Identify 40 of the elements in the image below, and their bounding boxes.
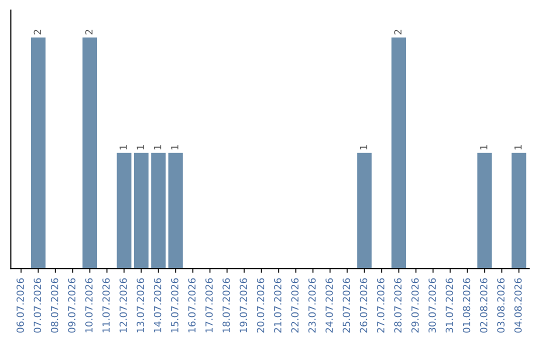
data-label: 2 [85,30,92,34]
x-tick-label: 18.07.2026 [222,278,230,332]
x-tick-label: 30.07.2026 [428,278,436,333]
x-tick-label: 19.07.2026 [240,278,248,332]
data-label: 1 [120,145,127,150]
x-tick-label: 26.07.2026 [360,278,368,333]
data-label: 1 [514,145,522,150]
x-tick-label: 22.07.2026 [291,278,299,333]
data-label: 2 [394,30,402,34]
x-tick-label: 03.08.2026 [497,278,505,333]
data-label: 1 [154,145,162,150]
x-tick-label: 17.07.2026 [205,278,213,332]
x-tick-label: 24.07.2026 [326,278,333,333]
x-tick-label: 11.07.2026 [102,278,110,332]
x-tick-label: 06.07.2026 [16,278,24,333]
x-tick-label: 15.07.2026 [171,278,178,332]
data-label: 2 [34,30,41,34]
x-tick-label: 07.07.2026 [34,278,42,333]
x-tick-label: 14.07.2026 [154,278,162,332]
data-label: 1 [360,145,368,150]
x-tick-label: 23.07.2026 [308,278,316,333]
x-tick-label: 28.07.2026 [394,278,402,333]
x-tick-label: 08.07.2026 [50,278,58,333]
x-tick-label: 31.07.2026 [446,278,454,333]
x-tick-label: 13.07.2026 [136,278,144,332]
data-label: 1 [136,145,144,150]
x-tick-label: 21.07.2026 [274,278,282,333]
x-tick-label: 02.08.2026 [480,278,488,333]
x-tick-label: 20.07.2026 [256,278,264,333]
x-tick-label: 04.08.2026 [514,278,522,333]
data-label: 1 [171,145,178,150]
x-tick-label: 10.07.2026 [85,278,93,332]
data-label: 1 [480,145,488,150]
x-tick-label: 01.08.2026 [462,278,470,333]
x-tick-label: 16.07.2026 [188,278,196,332]
x-tick-label: 12.07.2026 [120,278,127,332]
x-tick-label: 27.07.2026 [377,278,384,333]
x-tick-label: 29.07.2026 [411,278,419,333]
x-tick-label: 09.07.2026 [68,278,76,333]
x-tick-label: 25.07.2026 [342,278,350,333]
